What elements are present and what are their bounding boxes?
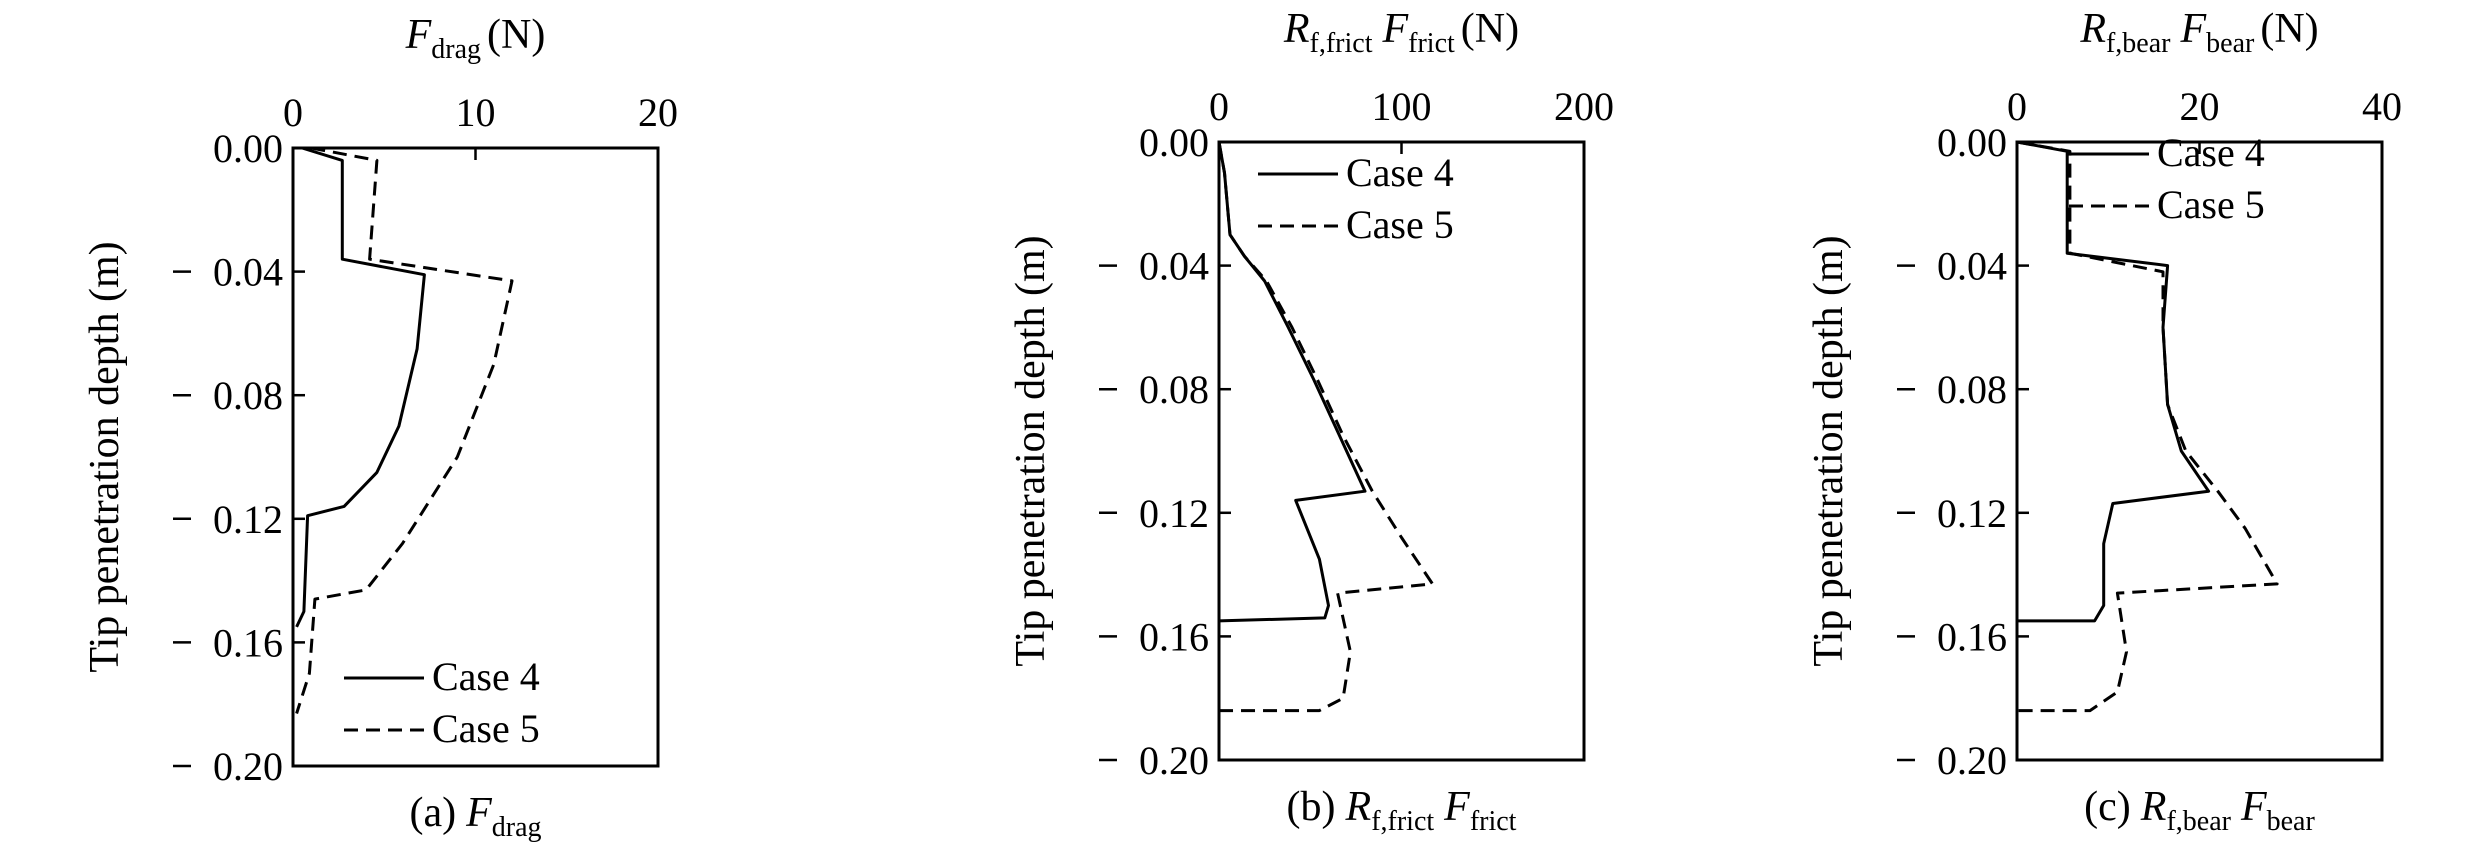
x-tick-label: 40 [2362, 84, 2402, 129]
y-axis-title: Tip penetration depth (m) [1806, 235, 1852, 666]
y-tick-label: 0.12 [1139, 491, 1209, 536]
y-tick-label: 0.00 [1139, 120, 1209, 165]
panel-c: Rf,bear Fbear (N) Tip penetration depth (m… [1806, 6, 2402, 837]
y-tick-label: 0.16 [213, 620, 283, 665]
x-tick-label: 0 [2007, 84, 2027, 129]
y-tick-label: 0.12 [213, 497, 283, 542]
top-axis-title: Rf,bear Fbear (N) [2079, 6, 2318, 59]
panel-caption: (a) Fdrag [409, 790, 541, 843]
panel-a: Fdrag (N) Tip penetration depth (m) (a) Fd… [82, 12, 678, 843]
legend-entry: Case 4 [2157, 130, 2265, 175]
x-tick-label: 0 [1209, 84, 1229, 129]
plot-frame [2015, 140, 2384, 762]
series-line-case-4 [2016, 140, 2211, 623]
series-line-case-5 [295, 146, 514, 714]
legend-entry: Case 5 [1346, 202, 1454, 247]
y-tick-label: 0.04 [1937, 244, 2007, 289]
legend-entry: Case 5 [2157, 182, 2265, 227]
y-axis-title: Tip penetration depth (m) [82, 241, 128, 672]
y-tick-label: 0.20 [213, 744, 283, 789]
top-axis-title: Fdrag (N) [405, 12, 546, 65]
y-tick-label: 0.20 [1139, 738, 1209, 783]
y-tick-label: 0.16 [1139, 614, 1209, 659]
x-tick-label: 100 [1372, 84, 1432, 129]
series-line-case-4 [295, 146, 426, 628]
series-line-case-4 [1217, 141, 1367, 623]
x-tick-label: 20 [638, 90, 678, 135]
legend-entry: Case 4 [432, 654, 540, 699]
y-tick-label: 0.12 [1937, 491, 2007, 536]
x-tick-label: 0 [283, 90, 303, 135]
y-tick-label: 0.00 [1937, 120, 2007, 165]
y-tick-label: 0.16 [1937, 614, 2007, 659]
y-axis-title: Tip penetration depth (m) [1008, 235, 1054, 666]
legend-entry: Case 5 [432, 706, 540, 751]
y-tick-label: 0.04 [1139, 244, 1209, 289]
series-line-case-5 [2016, 140, 2279, 713]
legend-entry: Case 4 [1346, 150, 1454, 195]
top-axis-title: Rf,frict Ffrict (N) [1283, 6, 1519, 59]
x-tick-label: 200 [1554, 84, 1614, 129]
y-tick-label: 0.08 [1139, 367, 1209, 412]
y-tick-label: 0.00 [213, 126, 283, 171]
x-tick-label: 10 [456, 90, 496, 135]
panel-caption: (c) Rf,bear Fbear [2084, 784, 2315, 837]
x-tick-label: 20 [2180, 84, 2220, 129]
y-tick-label: 0.08 [213, 373, 283, 418]
series-line-case-5 [1217, 141, 1434, 713]
y-tick-label: 0.08 [1937, 367, 2007, 412]
panel-b: Rf,frict Ffrict (N) Tip penetration depth … [1008, 6, 1614, 837]
y-tick-label: 0.04 [213, 250, 283, 295]
panel-caption: (b) Rf,frict Ffrict [1287, 784, 1517, 837]
y-tick-label: 0.20 [1937, 738, 2007, 783]
